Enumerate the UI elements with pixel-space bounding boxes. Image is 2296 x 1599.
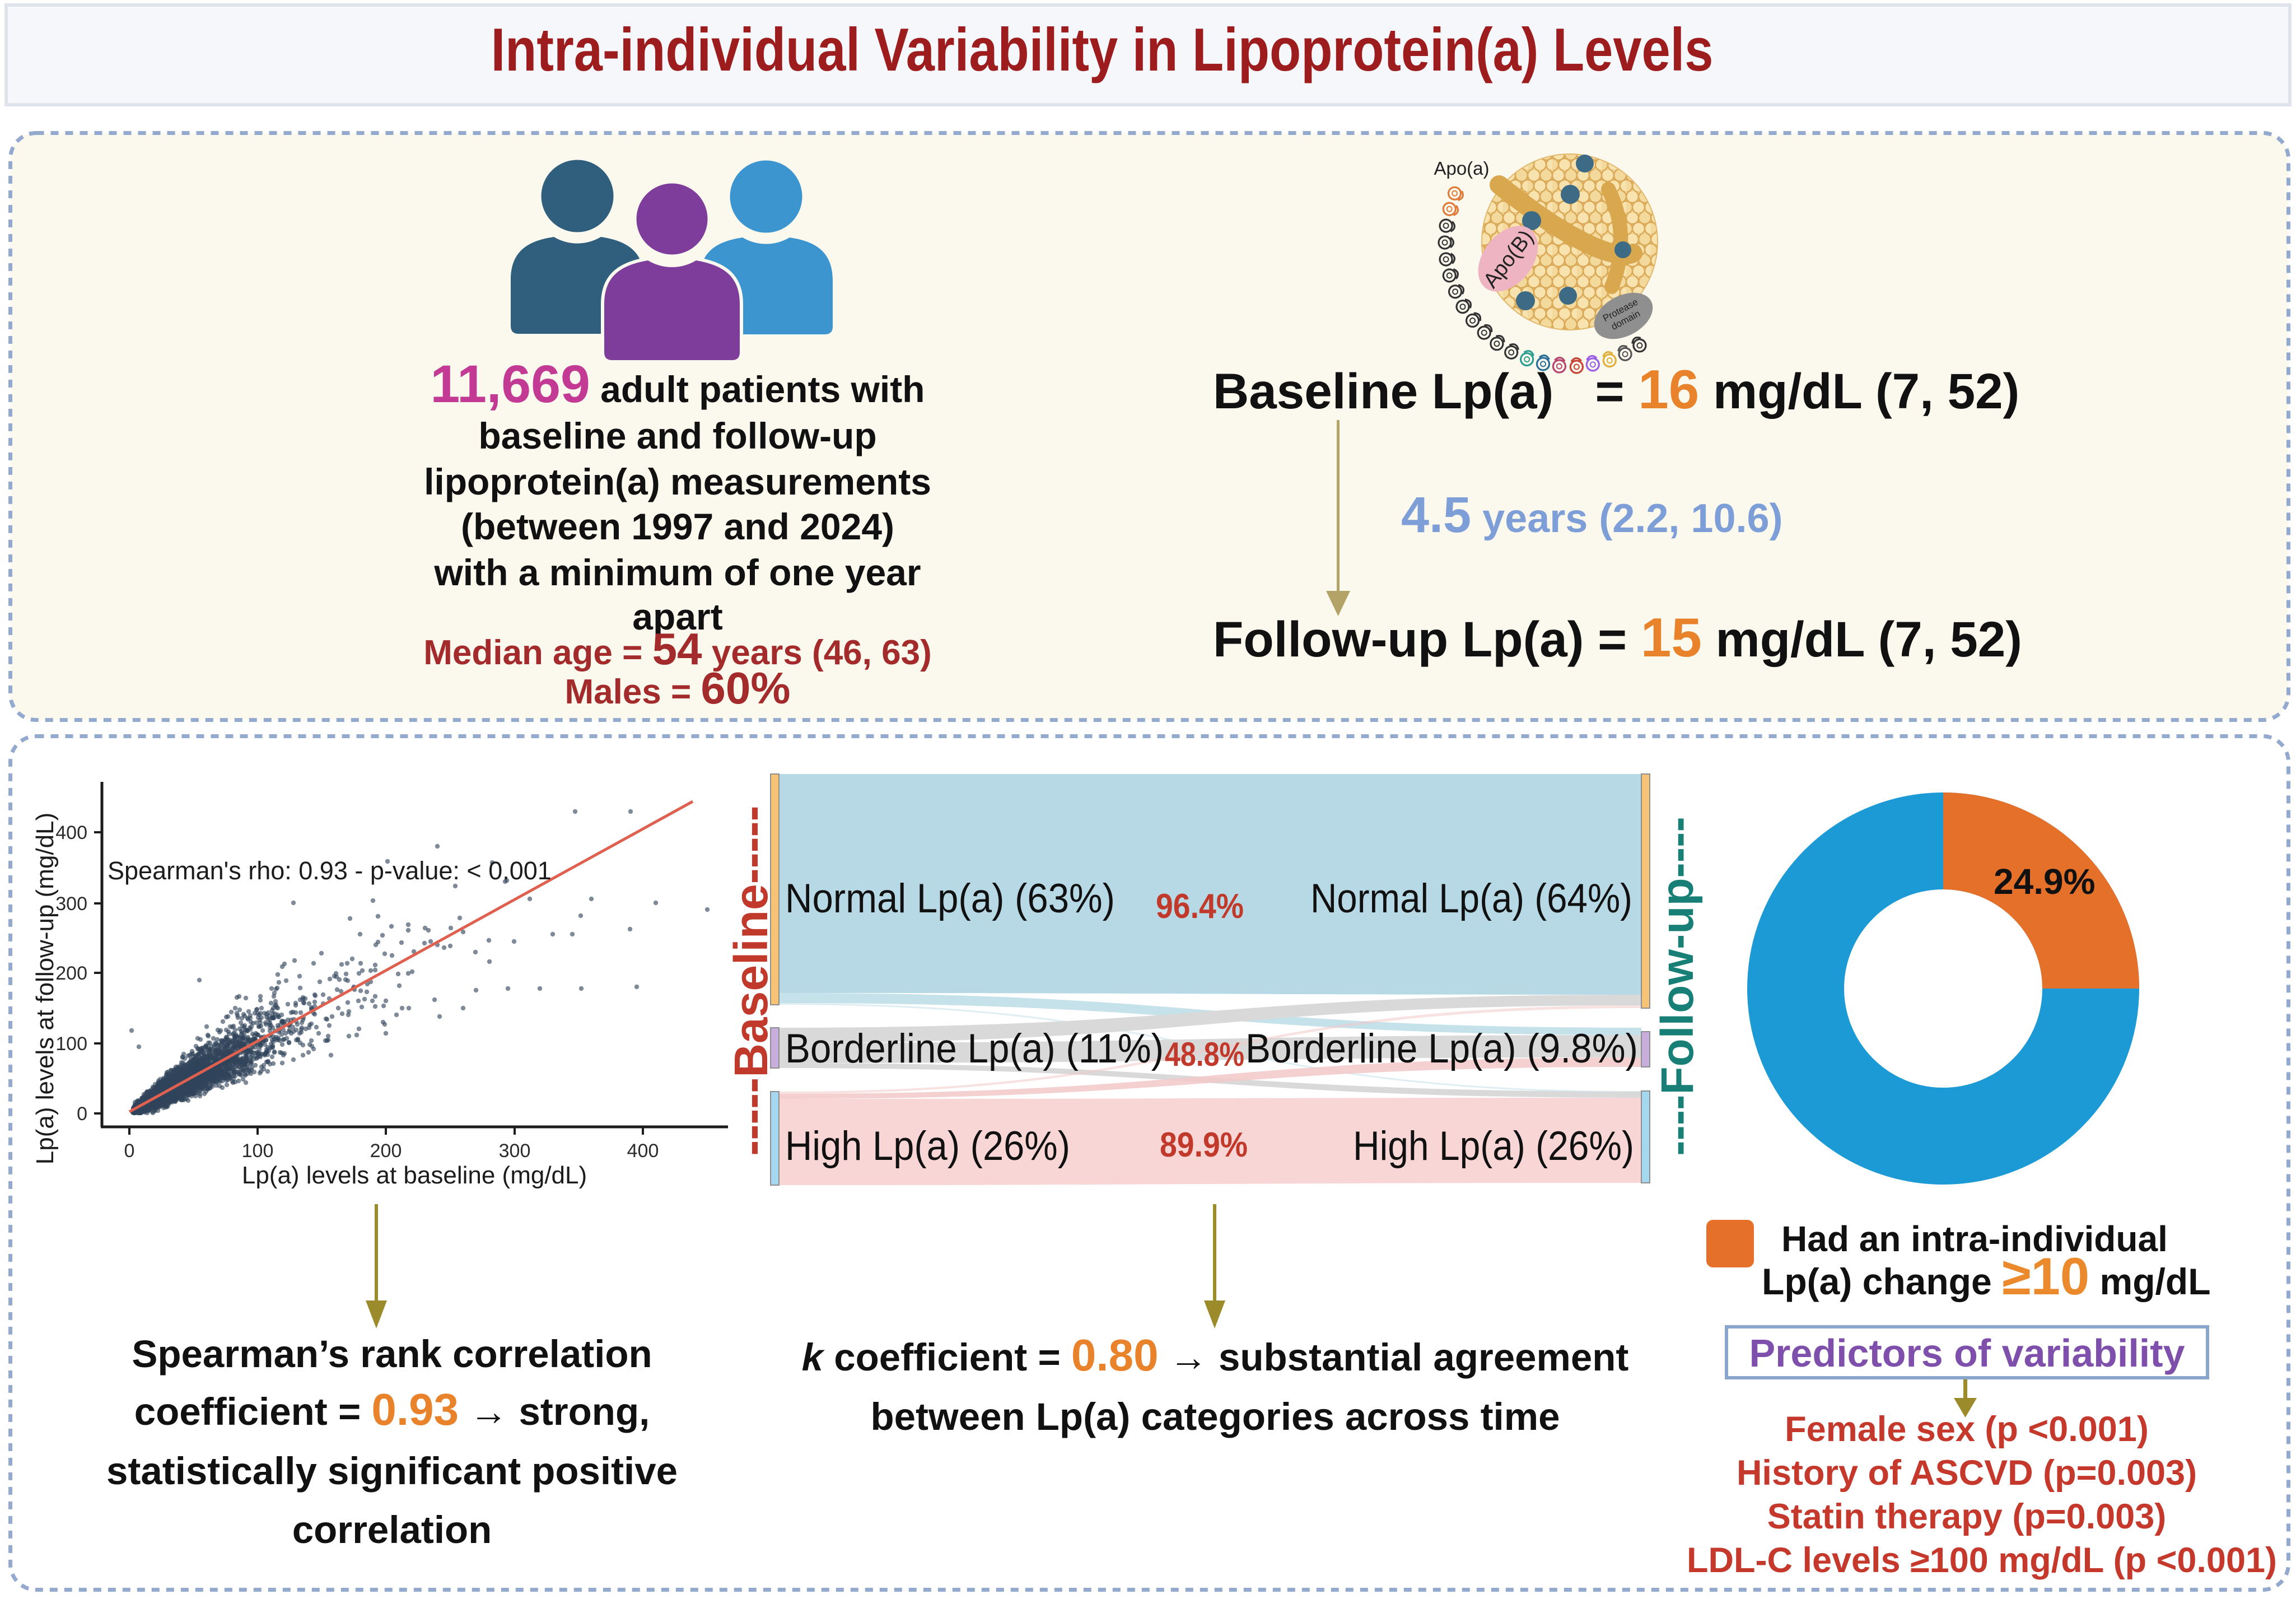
svg-text:Apo(a): Apo(a) bbox=[1434, 158, 1489, 179]
